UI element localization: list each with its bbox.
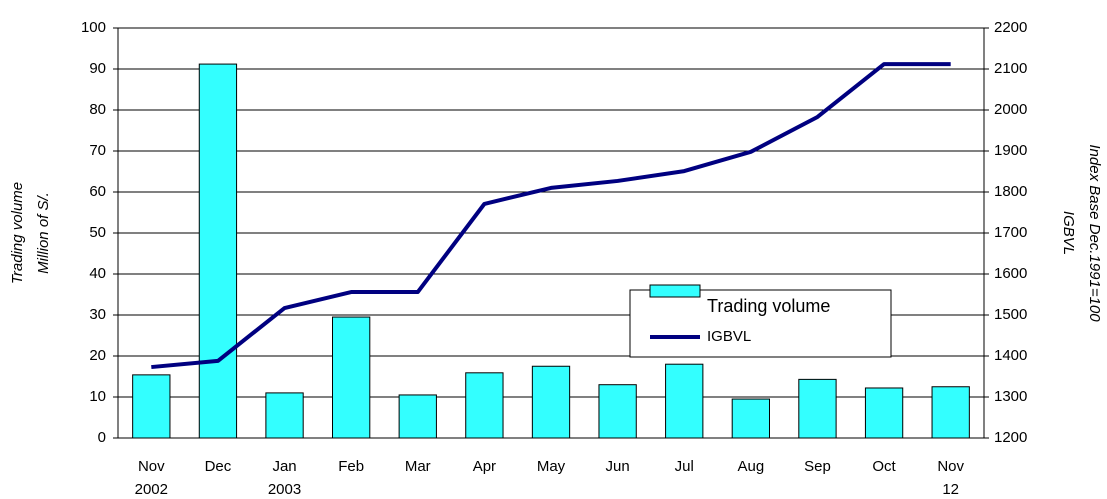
x-tick-label: Oct xyxy=(872,458,896,475)
y-tick-label: 50 xyxy=(89,224,106,241)
y2-tick-label: 1400 xyxy=(994,347,1027,364)
y-tick-label: 70 xyxy=(89,142,106,159)
y-axis-title: Million of S/. xyxy=(35,192,52,274)
legend-swatch xyxy=(649,284,701,298)
y2-tick-label: 1300 xyxy=(994,388,1027,405)
y2-tick-label: 1900 xyxy=(994,142,1027,159)
y2-tick-label: 1700 xyxy=(994,224,1027,241)
y-tick-label: 0 xyxy=(98,429,106,446)
bar xyxy=(265,392,304,439)
x-tick-label: Nov xyxy=(138,458,165,475)
y-tick-label: 100 xyxy=(81,19,106,36)
x-tick-label: Dec xyxy=(205,458,232,475)
y-axis-title: Trading volume xyxy=(9,182,26,284)
y2-axis-title: IGBVL xyxy=(1060,211,1077,255)
x-tick-label: Sep xyxy=(804,458,831,475)
y2-axis-title: Index Base Dec.1991=100 xyxy=(1086,144,1103,322)
bar xyxy=(332,316,371,439)
line xyxy=(151,62,951,370)
y-tick-label: 40 xyxy=(89,265,106,282)
x-tick-label: May xyxy=(537,458,566,475)
legend-label: IGBVL xyxy=(707,328,751,345)
y2-tick-label: 2100 xyxy=(994,60,1027,77)
x-tick-sublabel: 12 xyxy=(942,481,959,498)
x-tick-label: Jul xyxy=(675,458,694,475)
y-tick-label: 10 xyxy=(89,388,106,405)
x-tick-sublabel: 2002 xyxy=(135,481,168,498)
x-tick-label: Feb xyxy=(338,458,364,475)
y-tick-label: 90 xyxy=(89,60,106,77)
bar xyxy=(931,386,970,439)
bar xyxy=(198,63,238,439)
bar xyxy=(531,365,571,439)
y2-tick-label: 1500 xyxy=(994,306,1027,323)
bar xyxy=(864,387,904,439)
x-tick-label: Mar xyxy=(405,458,431,475)
y2-tick-label: 2200 xyxy=(994,19,1027,36)
y2-tick-label: 2000 xyxy=(994,101,1027,118)
x-tick-label: Nov xyxy=(937,458,964,475)
bar xyxy=(132,374,171,439)
bar xyxy=(465,372,504,439)
x-tick-label: Jun xyxy=(606,458,630,475)
bar xyxy=(731,398,770,439)
legend-label: Trading volume xyxy=(707,296,830,316)
y2-tick-label: 1800 xyxy=(994,183,1027,200)
x-tick-label: Jan xyxy=(272,458,296,475)
bar xyxy=(598,384,637,439)
x-tick-label: Aug xyxy=(737,458,764,475)
y2-tick-label: 1600 xyxy=(994,265,1027,282)
bar xyxy=(798,378,837,439)
bar xyxy=(665,363,704,439)
y-tick-label: 30 xyxy=(89,306,106,323)
y-tick-label: 80 xyxy=(89,101,106,118)
x-tick-label: Apr xyxy=(473,458,496,475)
y2-tick-label: 1200 xyxy=(994,429,1027,446)
y-tick-label: 20 xyxy=(89,347,106,364)
x-tick-sublabel: 2003 xyxy=(268,481,301,498)
y-tick-label: 60 xyxy=(89,183,106,200)
bar xyxy=(398,394,437,439)
legend-box xyxy=(629,289,892,358)
